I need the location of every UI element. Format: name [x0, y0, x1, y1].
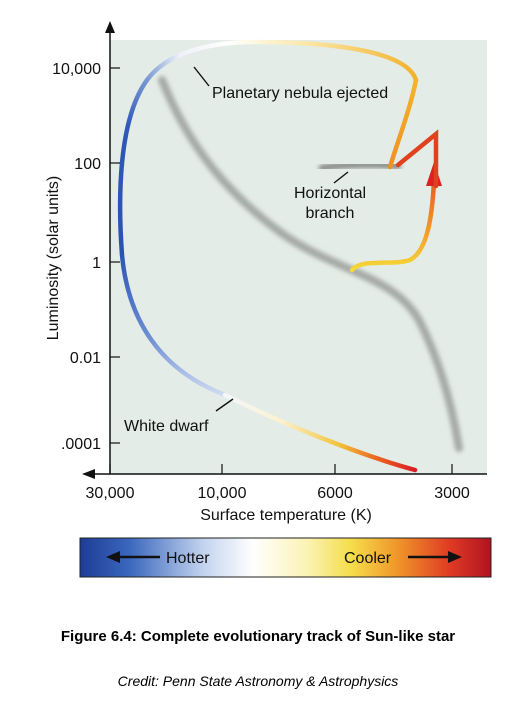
horizontal-branch-leader [333, 171, 349, 184]
y-tick-label: 10,000 [52, 61, 101, 78]
planetary-nebula-label: Planetary nebula ejected [212, 85, 388, 102]
x-tick-label: 3000 [434, 485, 470, 502]
y-tick-label: 0.01 [70, 350, 101, 367]
y-tick-label: .0001 [61, 436, 101, 453]
horizontal-branch-label: branch [306, 205, 355, 222]
planetary-nebula-track [144, 39, 419, 83]
y-tick-label: 100 [74, 156, 101, 173]
y-tick-label: 1 [92, 255, 101, 272]
horizontal-branch-label: Horizontal [294, 185, 366, 202]
figure-credit: Credit: Penn State Astronomy & Astrophys… [117, 673, 399, 689]
horizontal-branch-smudge [318, 161, 402, 172]
main-sequence [158, 76, 463, 452]
red-giant-tip [395, 129, 439, 189]
red-giant-track [349, 177, 437, 273]
y-axis-label: Luminosity (solar units) [45, 176, 62, 341]
hotter-label: Hotter [166, 550, 210, 567]
white-dwarf-final-track [222, 392, 418, 473]
cooler-label: Cooler [344, 550, 392, 567]
agb-track [387, 77, 419, 170]
x-tick-label: 10,000 [198, 485, 247, 502]
figure-caption: Figure 6.4: Complete evolutionary track … [60, 628, 456, 645]
white-dwarf-cooling-track [117, 77, 228, 398]
plot-area [110, 40, 487, 474]
hotter-arrow-icon [106, 551, 120, 563]
x-axis-label: Surface temperature (K) [200, 507, 372, 524]
y-axis-arrow [105, 21, 115, 33]
x-tick-label: 30,000 [86, 485, 135, 502]
white-dwarf-label: White dwarf [124, 418, 209, 435]
x-tick-label: 6000 [317, 485, 353, 502]
white-dwarf-leader [215, 398, 234, 412]
x-axis-arrow [82, 469, 95, 479]
planetary-nebula-leader [193, 66, 210, 87]
cooler-arrow-icon [448, 551, 462, 563]
